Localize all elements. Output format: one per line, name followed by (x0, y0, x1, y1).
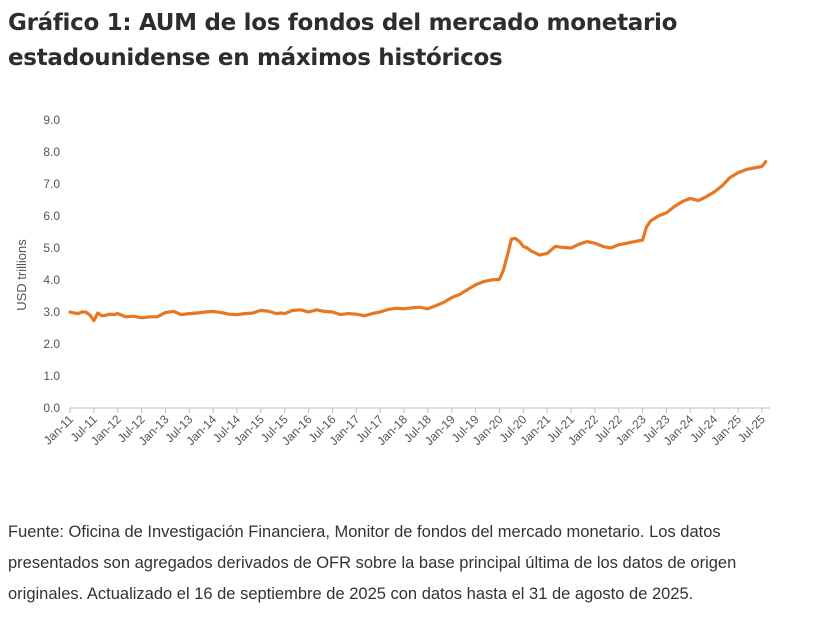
x-tick-label: Jan-11 (41, 412, 76, 447)
y-axis: 0.0 1.0 2.0 3.0 4.0 5.0 6.0 7.0 8.0 9.0 (43, 113, 60, 415)
x-tick-label: Jul-25 (735, 412, 768, 445)
y-tick-label: 2.0 (43, 337, 60, 351)
source-note: Fuente: Oficina de Investigación Financi… (8, 523, 737, 603)
y-tick-label: 7.0 (43, 177, 60, 191)
y-tick-label: 5.0 (43, 241, 60, 255)
chart-title: Gráfico 1: AUM de los fondos del mercado… (8, 10, 678, 71)
y-axis-label: USD trillions (14, 239, 29, 311)
chart: USD trillions 0.0 1.0 2.0 3.0 4.0 5.0 6.0 7.0 8.… (14, 113, 770, 448)
y-tick-label: 1.0 (43, 369, 60, 383)
y-tick-label: 4.0 (43, 273, 60, 287)
y-tick-label: 6.0 (43, 209, 60, 223)
series-line (68, 160, 768, 323)
y-tick-label: 3.0 (43, 305, 60, 319)
y-tick-label: 8.0 (43, 145, 60, 159)
x-axis: Jan-11Jul-11Jan-12Jul-12Jan-13Jul-13Jan-… (41, 408, 768, 448)
y-tick-label: 9.0 (43, 113, 60, 127)
y-tick-label: 0.0 (43, 401, 60, 415)
